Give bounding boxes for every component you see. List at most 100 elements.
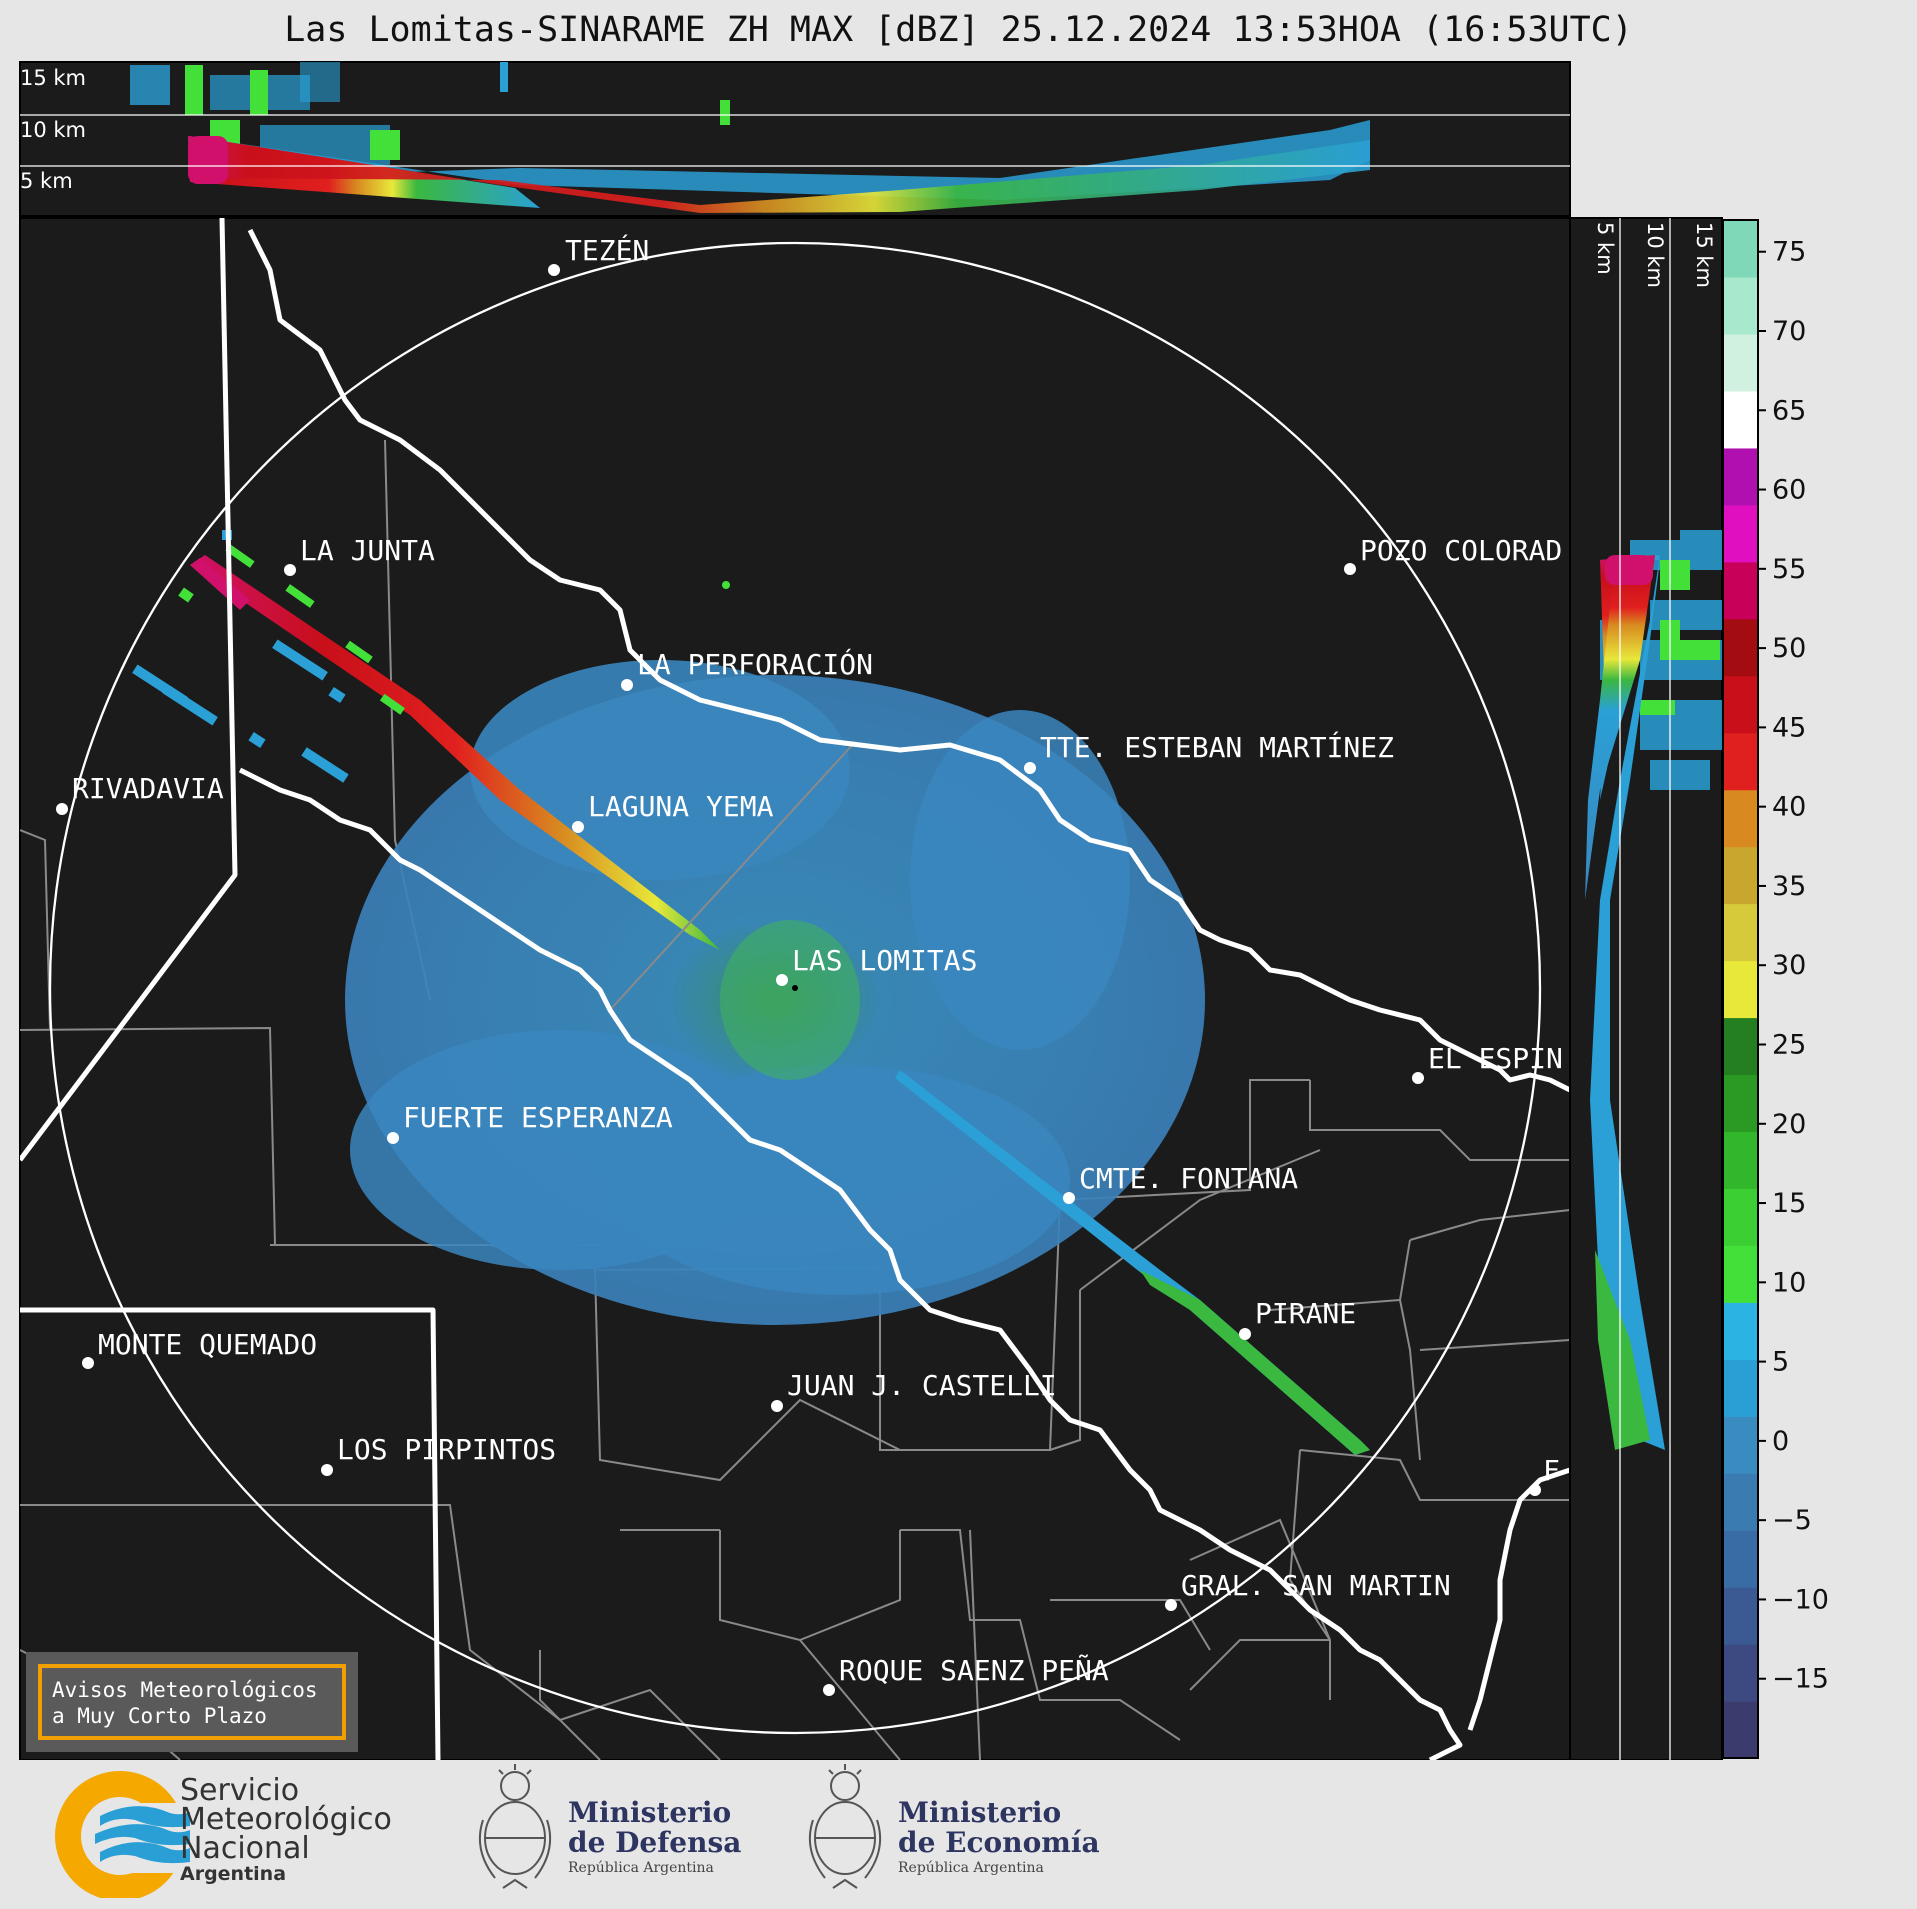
city-label: MONTE QUEMADO	[98, 1328, 317, 1361]
colorbar-band	[1723, 1074, 1758, 1133]
se-beam	[895, 1070, 1370, 1455]
colorbar-band	[1723, 1473, 1758, 1531]
city-label: RIVADAVIA	[72, 772, 224, 805]
colorbar-bands	[1723, 220, 1758, 1759]
smn-line2: Meteorológico	[180, 1802, 392, 1837]
colorbar-tick-label: 25	[1772, 1029, 1806, 1060]
defensa-line3: República Argentina	[568, 1860, 714, 1876]
city-markers: TEZÉN LA JUNTA POZO COLORAD LA PERFORACI…	[56, 233, 1563, 1696]
city-label: CMTE. FONTANA	[1079, 1162, 1298, 1195]
colorbar-band	[1723, 903, 1758, 962]
province-borders	[20, 218, 1570, 1760]
top-profile-panel: 15 km 10 km 5 km	[19, 61, 1571, 217]
colorbar-band	[1723, 789, 1758, 848]
city-dot	[321, 1464, 333, 1476]
city-dot	[572, 821, 584, 833]
defensa-line1: Ministerio	[568, 1796, 732, 1829]
city-dot	[823, 1684, 835, 1696]
colorbar-band	[1723, 1188, 1758, 1246]
side-profile-label-10km: 10 km	[1643, 222, 1667, 288]
colorbar-tick-label: 10	[1772, 1267, 1806, 1298]
city-label: ROQUE SAENZ PEÑA	[839, 1653, 1109, 1687]
colorbar-band	[1723, 960, 1758, 1019]
colorbar-tick-label: 50	[1772, 633, 1806, 664]
chart-title: Las Lomitas-SINARAME ZH MAX [dBZ] 25.12.…	[284, 10, 1633, 50]
coat-of-arms-defensa-icon	[478, 1764, 552, 1889]
city-dot	[621, 679, 633, 691]
colorbar-tick-label: 70	[1772, 316, 1806, 347]
footer-logos: Servicio Meteorológico Nacional Argentin…	[0, 1760, 1917, 1909]
city-dot	[56, 803, 68, 815]
range-ring	[48, 241, 1542, 1735]
colorbar-band	[1723, 1131, 1758, 1189]
alert-box-line1: Avisos Meteorológicos	[52, 1678, 318, 1702]
smn-line3: Nacional	[180, 1831, 310, 1866]
colorbar-tick-label: 35	[1772, 871, 1806, 902]
radar-site-marker	[792, 985, 798, 991]
smn-line1: Servicio	[180, 1773, 300, 1808]
city-dot	[284, 564, 296, 576]
city-label: EL ESPIN	[1428, 1042, 1563, 1075]
colorbar-tick-label: 15	[1772, 1188, 1806, 1219]
colorbar-band	[1723, 1017, 1758, 1076]
city-dot	[1412, 1072, 1424, 1084]
city-label: GRAL. SAN MARTIN	[1181, 1569, 1451, 1602]
city-dot	[1024, 762, 1036, 774]
colorbar-band	[1723, 1359, 1758, 1417]
colorbar-band	[1723, 732, 1758, 791]
colorbar-band	[1723, 1644, 1758, 1702]
colorbar-band	[1723, 1302, 1758, 1360]
city-label: LA JUNTA	[300, 534, 435, 567]
colorbar-band	[1723, 561, 1758, 620]
economia-line1: Ministerio	[898, 1796, 1062, 1829]
city-dot	[387, 1132, 399, 1144]
city-label: LAS LOMITAS	[792, 944, 977, 977]
top-profile-label-15km: 15 km	[20, 66, 86, 90]
colorbar-tick-label: −10	[1772, 1584, 1829, 1615]
colorbar-tick-label: 45	[1772, 712, 1806, 743]
colorbar-tick-label: 5	[1772, 1347, 1789, 1378]
colorbar-band	[1723, 1416, 1758, 1474]
city-dot	[771, 1400, 783, 1412]
city-dot	[1344, 563, 1356, 575]
colorbar-band	[1723, 1587, 1758, 1645]
city-label: LAGUNA YEMA	[588, 790, 774, 823]
alert-box-line2: a Muy Corto Plazo	[52, 1704, 267, 1728]
map-panel: TEZÉN LA JUNTA POZO COLORAD LA PERFORACI…	[19, 217, 1571, 1760]
city-label: LOS PIRPINTOS	[337, 1433, 556, 1466]
colorbar-tick-label: 75	[1772, 237, 1806, 268]
city-dot	[776, 974, 788, 986]
city-dot	[1239, 1328, 1251, 1340]
colorbar-tick-label: 30	[1772, 950, 1806, 981]
smn-logo-icon	[55, 1771, 210, 1898]
city-label: F	[1543, 1454, 1560, 1487]
colorbar-band	[1723, 675, 1758, 734]
colorbar-band	[1723, 504, 1758, 563]
economia-line2: de Economía	[898, 1826, 1100, 1859]
city-dot	[1529, 1484, 1541, 1496]
colorbar-tick-label: 55	[1772, 554, 1806, 585]
colorbar-band	[1723, 1245, 1758, 1303]
colorbar-tick-label: 65	[1772, 395, 1806, 426]
top-profile-label-5km: 5 km	[20, 169, 73, 193]
city-dot	[1165, 1599, 1177, 1611]
colorbar-tick-label: 20	[1772, 1109, 1806, 1140]
coat-of-arms-economia-icon	[808, 1764, 882, 1889]
top-profile-label-10km: 10 km	[20, 118, 86, 142]
colorbar-band	[1723, 618, 1758, 677]
colorbar-band	[1723, 220, 1758, 278]
city-label: JUAN J. CASTELLI	[787, 1369, 1057, 1402]
city-label: TEZÉN	[565, 233, 649, 267]
colorbar-band	[1723, 846, 1758, 905]
colorbar-tick-label: −15	[1772, 1664, 1829, 1695]
colorbar-band	[1723, 390, 1758, 449]
city-dot	[548, 264, 560, 276]
colorbar-band	[1723, 333, 1758, 392]
city-dot	[82, 1357, 94, 1369]
city-label: LA PERFORACIÓN	[637, 647, 873, 681]
alert-box[interactable]: Avisos Meteorológicos a Muy Corto Plazo	[26, 1652, 358, 1752]
city-label: TTE. ESTEBAN MARTÍNEZ	[1040, 730, 1394, 764]
colorbar-band	[1723, 1530, 1758, 1588]
